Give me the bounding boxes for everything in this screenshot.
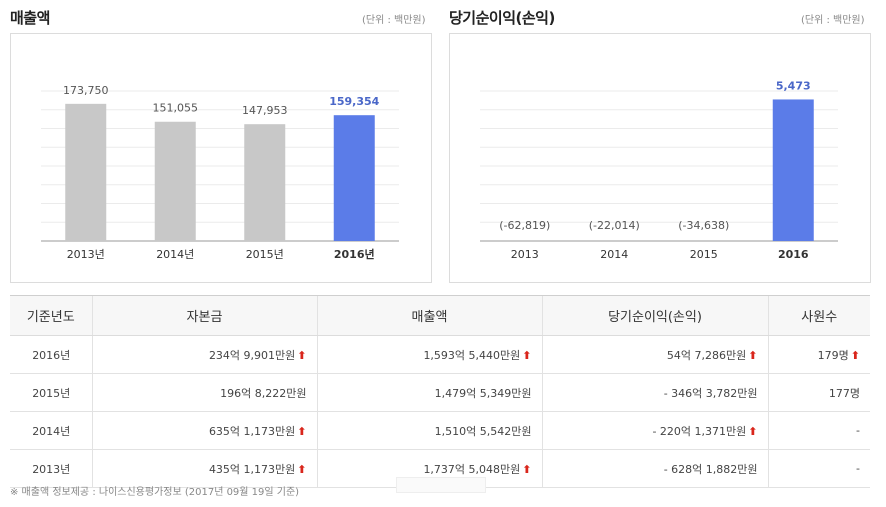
cell-profit-value: 54억 7,286만원 [666, 348, 747, 362]
value-label: 151,055 [153, 102, 199, 115]
category-label: 2014년 [156, 248, 194, 261]
bar-2016 [772, 99, 814, 241]
value-label: 159,354 [329, 95, 379, 108]
sales-unit-label: (단위 : 백만원) [362, 15, 426, 26]
cell-capital: 635억 1,173만원 ⬆ [91, 411, 317, 450]
cell-capital: 196억 8,222만원 [91, 373, 317, 412]
increase-arrow-icon: ⬆ [297, 462, 307, 476]
sales-panel-title: 매출액 [10, 9, 50, 27]
header-profit: 당기순이익(손익) [541, 295, 768, 336]
table-row: 2016년 234억 9,901만원 ⬆ 1,593억 5,440만원 ⬆ 54억 7,2… [10, 335, 870, 374]
cell-profit: 54억 7,286만원 ⬆ [541, 335, 768, 374]
category-label: 2015년 [246, 248, 284, 261]
cell-profit: - 220억 1,371만원 ⬆ [541, 411, 768, 450]
cell-employees: - [767, 449, 870, 488]
cell-employees: - [767, 411, 870, 450]
cell-year-value: 2014년 [32, 424, 71, 438]
value-label: (-22,014) [589, 219, 640, 232]
header-employees: 사원수 [767, 295, 870, 336]
category-label: 2013 [511, 248, 539, 261]
cell-capital: 234억 9,901만원 ⬆ [91, 335, 317, 374]
cell-capital-value: 435억 1,173만원 [208, 462, 296, 476]
cell-capital-value: 196억 8,222만원 [220, 386, 307, 400]
value-label: 147,953 [242, 104, 288, 117]
bar-2016년 [333, 115, 375, 241]
cell-sales-value: 1,737억 5,048만원 [423, 462, 521, 476]
cell-year: 2013년 [10, 449, 92, 488]
cell-profit-value: - 346억 3,782만원 [663, 386, 758, 400]
header-sales: 매출액 [316, 295, 542, 336]
cell-sales: 1,510억 5,542만원 [316, 411, 542, 450]
table-row: 2015년 196억 8,222만원 1,479억 5,349만원 - 346억 3,… [10, 373, 870, 412]
increase-arrow-icon: ⬆ [522, 462, 532, 476]
cell-year: 2015년 [10, 373, 92, 412]
category-label: 2014 [600, 248, 628, 261]
sales-bar-chart: 173,750 2013년 151,055 2014년 147,953 2015년 159,… [41, 84, 399, 261]
value-label: (-62,819) [499, 219, 550, 232]
category-label: 2016 [778, 248, 809, 261]
header-year: 기준년도 [10, 295, 92, 336]
bar-2014년 [154, 121, 196, 241]
cell-employees-value: - [856, 462, 860, 475]
cell-year-value: 2015년 [32, 386, 71, 400]
cell-employees: 179명 ⬆ [767, 335, 870, 374]
category-label: 2016년 [334, 247, 375, 261]
bar-2013년 [65, 103, 107, 241]
increase-arrow-icon: ⬆ [297, 348, 307, 362]
profit-panel-title: 당기순이익(손익) [449, 9, 555, 27]
increase-arrow-icon: ⬆ [850, 348, 860, 362]
bar-2015년 [244, 124, 286, 241]
tooltip-placeholder [396, 477, 486, 493]
cell-year-value: 2013년 [32, 462, 71, 476]
cell-employees: 177명 [767, 373, 870, 412]
cell-sales: 1,593억 5,440만원 ⬆ [316, 335, 542, 374]
value-label: 5,473 [776, 79, 811, 92]
cell-profit: - 628억 1,882만원 [541, 449, 768, 488]
increase-arrow-icon: ⬆ [297, 424, 307, 438]
increase-arrow-icon: ⬆ [748, 424, 758, 438]
table-row: 2014년 635억 1,173만원 ⬆ 1,510억 5,542만원 - 220억 1… [10, 411, 870, 450]
source-footnote: ※ 매출액 정보제공 : 나이스신용평가정보 (2017년 09월 19일 기준… [10, 487, 300, 498]
cell-employees-value: 179명 [817, 348, 849, 362]
increase-arrow-icon: ⬆ [748, 348, 758, 362]
table-header-row: 기준년도 자본금 매출액 당기순이익(손익) 사원수 [10, 295, 870, 336]
header-capital: 자본금 [91, 295, 317, 336]
cell-employees-value: - [856, 424, 860, 437]
cell-profit-value: - 220억 1,371만원 [652, 424, 747, 438]
cell-year: 2016년 [10, 335, 92, 374]
profit-chart-box: (-62,819) 2013 (-22,014) 2014 (-34,638) 2015 5… [449, 33, 871, 283]
sales-chart-box: 173,750 2013년 151,055 2014년 147,953 2015년 159,… [10, 33, 432, 283]
increase-arrow-icon: ⬆ [522, 348, 532, 362]
financial-table: 기준년도 자본금 매출액 당기순이익(손익) 사원수 2016년 234억 9,9… [10, 295, 870, 488]
cell-sales: 1,479억 5,349만원 [316, 373, 542, 412]
cell-employees-value: 177명 [828, 386, 860, 400]
cell-sales-value: 1,479억 5,349만원 [434, 386, 532, 400]
cell-sales-value: 1,593억 5,440만원 [423, 348, 521, 362]
cell-profit: - 346억 3,782만원 [541, 373, 768, 412]
category-label: 2015 [690, 248, 718, 261]
cell-year-value: 2016년 [32, 348, 71, 362]
cell-profit-value: - 628억 1,882만원 [663, 462, 758, 476]
profit-unit-label: (단위 : 백만원) [801, 15, 865, 26]
profit-bar-chart: (-62,819) 2013 (-22,014) 2014 (-34,638) 2015 5… [480, 79, 838, 261]
cell-capital: 435억 1,173만원 ⬆ [91, 449, 317, 488]
value-label: (-34,638) [678, 219, 729, 232]
cell-year: 2014년 [10, 411, 92, 450]
category-label: 2013년 [67, 248, 105, 261]
cell-sales-value: 1,510억 5,542만원 [434, 424, 532, 438]
cell-capital-value: 234억 9,901만원 [208, 348, 296, 362]
value-label: 173,750 [63, 84, 109, 97]
cell-capital-value: 635억 1,173만원 [208, 424, 296, 438]
